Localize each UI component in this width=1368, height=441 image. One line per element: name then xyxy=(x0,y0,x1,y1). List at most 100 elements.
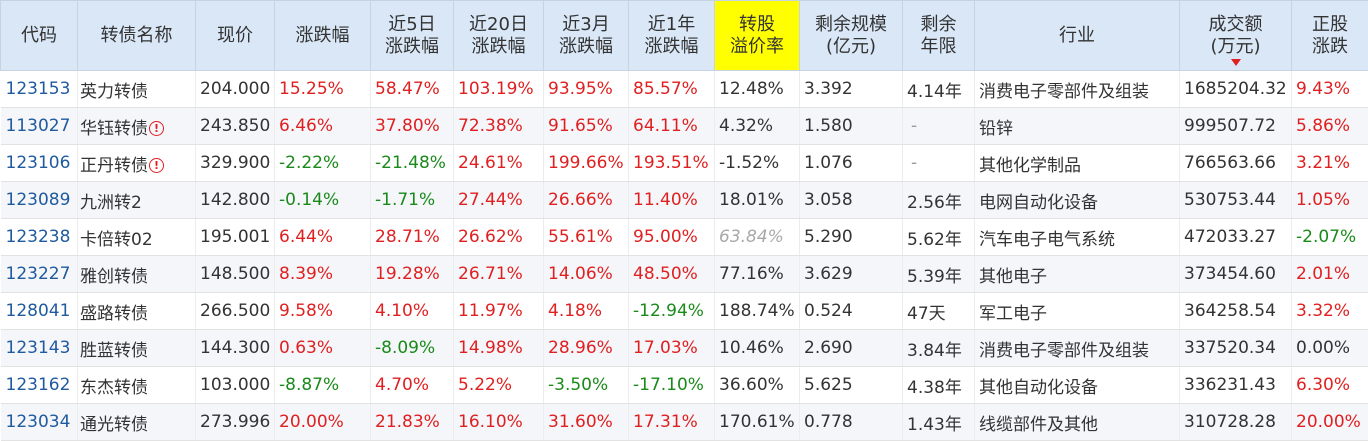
price-cell-text: 329.900 xyxy=(200,153,271,173)
change-3m-cell-text: 199.66% xyxy=(548,153,624,173)
header-name[interactable]: 转债名称 xyxy=(77,0,196,71)
warning-icon[interactable]: ! xyxy=(149,120,164,136)
header-label: 近1年 涨跌幅 xyxy=(644,13,699,57)
stock-change-cell-text: 20.00% xyxy=(1296,412,1361,432)
stock-change-cell-text: 3.32% xyxy=(1296,301,1351,321)
header-change[interactable]: 涨跌幅 xyxy=(274,0,371,71)
header-remaining-size[interactable]: 剩余规模 (亿元) xyxy=(799,0,903,71)
amount-cell-text: 766563.66 xyxy=(1184,153,1276,173)
bond-name[interactable]: 正丹转债! xyxy=(77,144,196,182)
bond-code-link[interactable]: 123089 xyxy=(0,181,78,219)
bond-code-link[interactable]: 128041 xyxy=(0,292,78,330)
bond-code-link[interactable]: 123238 xyxy=(0,218,78,256)
remaining-size-cell: 0.778 xyxy=(799,403,903,441)
bond-code-link-text: 123153 xyxy=(5,79,71,99)
premium-cell: 170.61% xyxy=(714,403,800,441)
header-change-1y[interactable]: 近1年 涨跌幅 xyxy=(628,0,715,71)
change-5d-cell-text: 28.71% xyxy=(375,227,440,247)
price-cell-text: 144.300 xyxy=(200,338,271,358)
change-5d-cell-text: 4.10% xyxy=(375,301,430,321)
header-change-5d[interactable]: 近5日 涨跌幅 xyxy=(370,0,454,71)
stock-change-cell-text: 2.01% xyxy=(1296,264,1351,284)
change-20d-cell: 24.61% xyxy=(453,144,544,182)
bond-name[interactable]: 胜蓝转债 xyxy=(77,329,196,367)
header-premium[interactable]: 转股 溢价率 xyxy=(714,0,800,71)
table-row[interactable]: 123238 卡倍转02 195.001 6.44% 28.71% 26.62% 55.61… xyxy=(0,218,1368,256)
remaining-size-cell-text: 0.524 xyxy=(804,301,853,321)
sort-desc-icon[interactable] xyxy=(1230,59,1241,66)
header-label: 近3月 涨跌幅 xyxy=(559,13,613,57)
header-change-20d[interactable]: 近20日 涨跌幅 xyxy=(453,0,544,71)
price-cell: 144.300 xyxy=(195,329,275,367)
stock-change-cell-text: 5.86% xyxy=(1296,116,1351,136)
premium-cell: 63.84% xyxy=(714,218,800,256)
bond-code-link[interactable]: 123227 xyxy=(0,255,78,293)
change-5d-cell-text: 19.28% xyxy=(375,264,440,284)
table-row[interactable]: 123143 胜蓝转债 144.300 0.63% -8.09% 14.98% 28.96%… xyxy=(0,329,1368,367)
change-5d-cell-text: -1.71% xyxy=(375,190,436,210)
change-3m-cell-text: 93.95% xyxy=(548,79,613,99)
header-change-3m[interactable]: 近3月 涨跌幅 xyxy=(543,0,629,71)
header-code[interactable]: 代码 xyxy=(0,0,78,71)
header-amount[interactable]: 成交额 (万元) xyxy=(1179,0,1292,71)
table-row[interactable]: 123153 英力转债 204.000 15.25% 58.47% 103.19% 93.9… xyxy=(0,70,1368,108)
change-1y-cell-text: 17.03% xyxy=(633,338,698,358)
bond-code-link[interactable]: 123034 xyxy=(0,403,78,441)
amount-cell: 310728.28 xyxy=(1179,403,1292,441)
header-stock-change[interactable]: 正股 涨跌 xyxy=(1291,0,1368,71)
header-label: 涨跌幅 xyxy=(295,24,350,46)
bond-code-link[interactable]: 123162 xyxy=(0,366,78,404)
remaining-years-cell: - xyxy=(902,144,975,182)
bond-name[interactable]: 通光转债 xyxy=(77,403,196,441)
table-row[interactable]: 128041 盛路转债 266.500 9.58% 4.10% 11.97% 4.18% -1… xyxy=(0,292,1368,330)
change-1y-cell: 17.03% xyxy=(628,329,715,367)
industry-cell: 其他化学制品 xyxy=(974,144,1180,182)
bond-name-text: 盛路转债 xyxy=(80,303,148,324)
remaining-years-cell: 4.38年 xyxy=(902,366,975,404)
amount-cell: 530753.44 xyxy=(1179,181,1292,219)
change-1y-cell: -17.10% xyxy=(628,366,715,404)
bond-name[interactable]: 雅创转债 xyxy=(77,255,196,293)
table-row[interactable]: 123106 正丹转债! 329.900 -2.22% -21.48% 24.61% 199… xyxy=(0,144,1368,182)
bond-code-link-text: 113027 xyxy=(5,116,71,136)
remaining-size-cell-text: 0.778 xyxy=(804,412,853,432)
bond-code-link[interactable]: 123106 xyxy=(0,144,78,182)
bond-code-link-text: 123089 xyxy=(5,190,71,210)
table-row[interactable]: 123162 东杰转债 103.000 -8.87% 4.70% 5.22% -3.50% -… xyxy=(0,366,1368,404)
remaining-size-cell-text: 5.290 xyxy=(804,227,853,247)
change-5d-cell-text: 58.47% xyxy=(375,79,440,99)
bond-name[interactable]: 九洲转2 xyxy=(77,181,196,219)
bond-name[interactable]: 盛路转债 xyxy=(77,292,196,330)
change-1y-cell: 17.31% xyxy=(628,403,715,441)
change-3m-cell-text: 4.18% xyxy=(548,301,603,321)
table-row[interactable]: 113027 华钰转债! 243.850 6.46% 37.80% 72.38% 91.65… xyxy=(0,107,1368,145)
header-remaining-years[interactable]: 剩余 年限 xyxy=(902,0,975,71)
change-20d-cell: 26.71% xyxy=(453,255,544,293)
industry-cell: 线缆部件及其他 xyxy=(974,403,1180,441)
bond-name[interactable]: 卡倍转02 xyxy=(77,218,196,256)
change-1y-cell: 193.51% xyxy=(628,144,715,182)
industry-cell: 其他自动化设备 xyxy=(974,366,1180,404)
bond-name[interactable]: 英力转债 xyxy=(77,70,196,108)
table-row[interactable]: 123034 通光转债 273.996 20.00% 21.83% 16.10% 31.60… xyxy=(0,403,1368,441)
bond-name[interactable]: 东杰转债 xyxy=(77,366,196,404)
bond-code-link[interactable]: 123143 xyxy=(0,329,78,367)
table-row[interactable]: 123227 雅创转债 148.500 8.39% 19.28% 26.71% 14.06%… xyxy=(0,255,1368,293)
bond-code-link[interactable]: 123153 xyxy=(0,70,78,108)
bond-code-link[interactable]: 113027 xyxy=(0,107,78,145)
change-3m-cell-text: 91.65% xyxy=(548,116,613,136)
price-cell-text: 266.500 xyxy=(200,301,271,321)
header-industry[interactable]: 行业 xyxy=(974,0,1180,71)
change-1y-cell: 11.40% xyxy=(628,181,715,219)
header-price[interactable]: 现价 xyxy=(195,0,275,71)
bond-name-text: 华钰转债 xyxy=(80,118,148,139)
warning-icon[interactable]: ! xyxy=(149,157,164,173)
remaining-size-cell: 3.058 xyxy=(799,181,903,219)
bond-name[interactable]: 华钰转债! xyxy=(77,107,196,145)
change-5d-cell-text: 21.83% xyxy=(375,412,440,432)
change-20d-cell-text: 72.38% xyxy=(458,116,523,136)
table-row[interactable]: 123089 九洲转2 142.800 -0.14% -1.71% 27.44% 26.66… xyxy=(0,181,1368,219)
stock-change-cell-text: 1.05% xyxy=(1296,190,1351,210)
premium-cell-text: 18.01% xyxy=(719,190,784,210)
change-cell: -2.22% xyxy=(274,144,371,182)
